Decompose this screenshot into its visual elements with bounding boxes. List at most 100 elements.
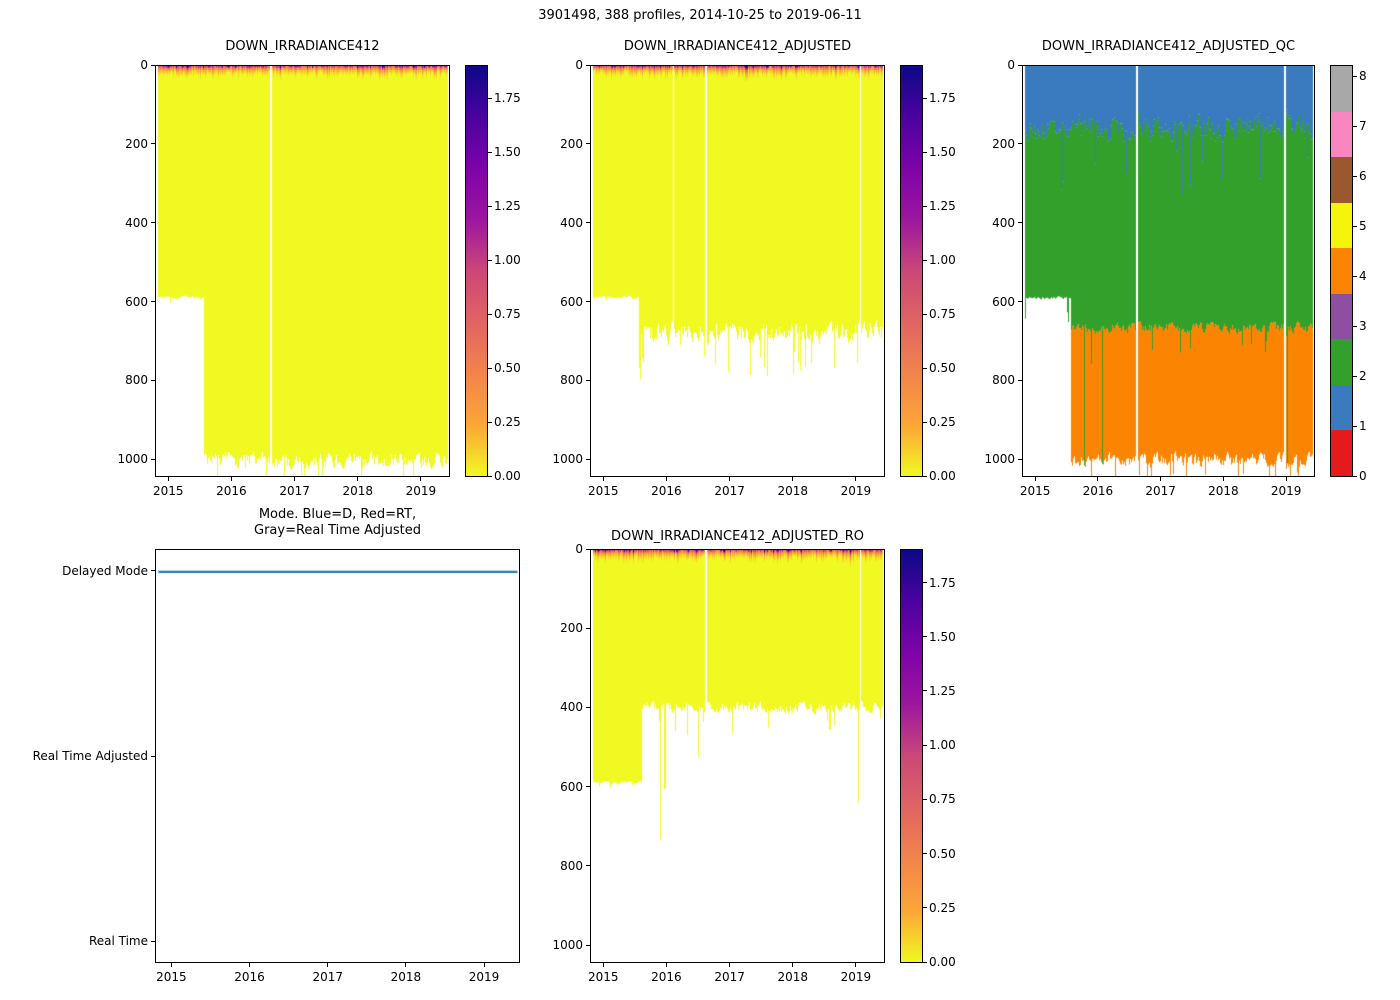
y-tick-label: 200 [560,621,583,636]
colorbar-tick-label: 0.75 [929,307,956,322]
colorbar-tick-mark [1353,425,1357,427]
heatmap-down-irradiance412-adjusted-qc [1023,66,1314,476]
colorbar-tick-label: 1.50 [494,145,521,160]
y-tick-label: 200 [992,136,1015,151]
y-tick-label: 0 [575,58,583,72]
title-down-irradiance412-adjusted-qc: DOWN_IRRADIANCE412_ADJUSTED_QC [1041,39,1296,54]
x-tick-label: 2017 [714,970,745,984]
y-tick-mark [586,706,590,708]
y-tick-mark [586,548,590,550]
y-tick-mark [586,786,590,788]
y-category-label: Real Time [88,934,148,949]
colorbar-tick-mark [1353,125,1357,127]
y-tick-mark [151,379,155,381]
colorbar-tick-label: 0.00 [494,469,521,483]
x-tick-mark [167,477,169,481]
title-down-irradiance412: DOWN_IRRADIANCE412 [225,39,380,54]
colorbar-tick-mark [488,367,492,369]
x-tick-label: 2016 [216,484,247,498]
title-down-irradiance412-adjusted: DOWN_IRRADIANCE412_ADJUSTED [623,39,852,54]
y-tick-label: 200 [560,136,583,151]
qc-colorbar-segment [1331,384,1352,431]
colorbar-tick-mark [1353,375,1357,377]
colorbar-tick-mark [923,97,927,99]
x-tick-mark [855,963,857,967]
x-tick-label: 2017 [312,970,343,984]
x-tick-label: 2016 [1082,484,1114,498]
y-tick-label: 800 [992,373,1015,388]
colorbar-tick-mark [923,205,927,207]
qc-colorbar-segment [1331,111,1352,158]
colorbar-tick-mark [1353,75,1357,77]
qc-colorbar-segment [1331,157,1352,203]
x-tick-label: 2017 [1145,484,1176,498]
colorbar-tick-mark [488,259,492,261]
colorbar-tick-label: 7 [1359,119,1367,133]
x-tick-mark [665,963,667,967]
y-tick-label: 800 [560,373,583,388]
x-tick-mark [1285,477,1287,481]
colorbar-qc-flags [1330,65,1353,477]
colorbar-tick-label: 1.25 [494,199,521,214]
colorbar-tick-label: 1.00 [929,738,956,753]
y-tick-mark [151,570,155,572]
x-tick-mark [855,477,857,481]
heatmap-down-irradiance412-adjusted-ro [591,550,884,962]
y-tick-label: 1000 [552,938,583,953]
y-category-label: Delayed Mode [62,563,148,578]
y-tick-label: 600 [125,294,148,309]
x-tick-mark [602,963,604,967]
y-tick-mark [151,64,155,66]
y-tick-mark [586,222,590,224]
y-tick-mark [151,143,155,145]
y-tick-mark [586,143,590,145]
x-tick-mark [420,477,422,481]
x-tick-label: 2017 [714,484,745,498]
y-tick-label: 800 [125,373,148,388]
y-tick-label: 200 [125,136,148,151]
y-tick-mark [1018,222,1022,224]
x-tick-mark [602,477,604,481]
colorbar-tick-label: 0.25 [929,415,956,430]
y-tick-mark [586,301,590,303]
colorbar-tick-mark [1353,325,1357,327]
x-tick-label: 2018 [390,970,422,984]
heatmap-down-irradiance412-adjusted [591,66,884,476]
x-tick-label: 2016 [234,970,265,984]
y-tick-mark [586,627,590,629]
y-tick-label: 1000 [984,452,1015,467]
colorbar-tick-label: 0.00 [929,469,956,483]
axes-down-irradiance412 [155,65,450,477]
colorbar-tick-label: 3 [1359,319,1367,333]
x-tick-mark [729,963,731,967]
colorbar-tick-mark [923,690,927,692]
colorbar-tick-mark [488,421,492,423]
x-tick-mark [1097,477,1099,481]
colorbar-tick-mark [488,97,492,99]
qc-colorbar-segment [1331,293,1352,340]
colorbar-tick-label: 0.50 [494,361,521,376]
colorbar-tick-label: 1.50 [929,629,956,644]
y-tick-label: 1000 [117,452,148,467]
colorbar-tick-mark [488,151,492,153]
heatmap-down-irradiance412 [156,66,449,476]
x-tick-mark [230,477,232,481]
y-tick-label: 1000 [552,452,583,467]
mode-line-plot [156,550,519,962]
colorbar-tick-mark [923,259,927,261]
colorbar-tick-label: 0.25 [494,415,521,430]
x-tick-mark [1222,477,1224,481]
colorbar-tick-mark [488,205,492,207]
colorbar-tick-label: 0 [1359,469,1367,483]
colorbar-tick-label: 1.25 [929,199,956,214]
colorbar-tick-mark [923,636,927,638]
colorbar-tick-mark [488,475,492,477]
axes-data-mode [155,549,520,963]
title-down-irradiance412-adjusted-ro: DOWN_IRRADIANCE412_ADJUSTED_RO [610,529,865,544]
colorbar-tick-label: 1 [1359,419,1367,433]
colorbar-tick-mark [923,907,927,909]
y-tick-mark [1018,379,1022,381]
colorbar-tick-mark [1353,275,1357,277]
colorbar-tick-label: 6 [1359,169,1367,183]
